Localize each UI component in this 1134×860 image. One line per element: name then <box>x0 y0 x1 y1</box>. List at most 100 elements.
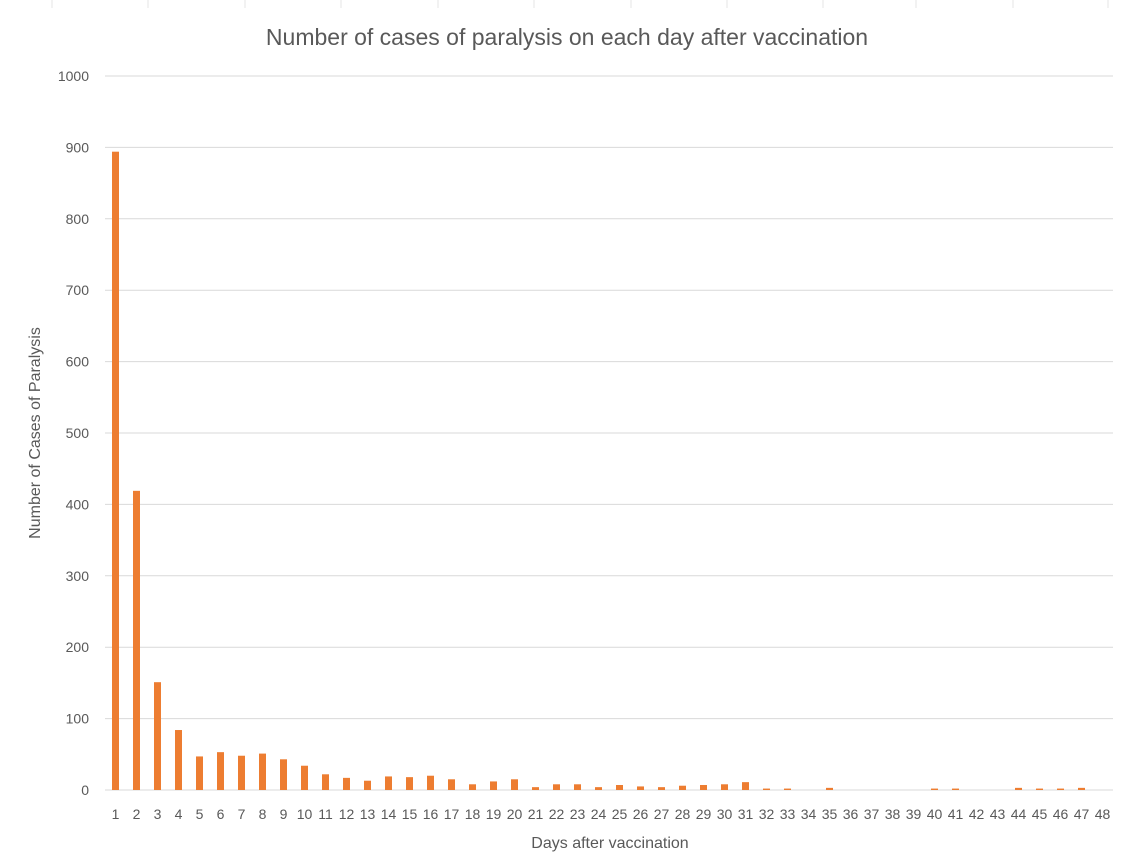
bar <box>763 788 770 790</box>
x-tick-label: 29 <box>696 806 712 822</box>
x-tick-label: 38 <box>885 806 901 822</box>
bar <box>322 774 329 790</box>
x-axis-label: Days after vaccination <box>531 835 688 852</box>
y-tick-label: 500 <box>66 425 90 441</box>
bar <box>448 779 455 790</box>
bar <box>490 781 497 790</box>
x-tick-label: 3 <box>154 806 162 822</box>
bar <box>469 784 476 790</box>
x-tick-label: 30 <box>717 806 733 822</box>
x-tick-label: 5 <box>196 806 204 822</box>
x-tick-label: 41 <box>948 806 964 822</box>
bar <box>1057 788 1064 790</box>
bar <box>1036 788 1043 790</box>
x-tick-label: 10 <box>297 806 313 822</box>
bar <box>196 756 203 790</box>
bar <box>931 788 938 790</box>
x-tick-label: 39 <box>906 806 922 822</box>
bar <box>826 787 833 790</box>
y-tick-label: 300 <box>66 568 90 584</box>
x-tick-label: 8 <box>259 806 267 822</box>
bar <box>574 784 581 790</box>
x-tick-label: 42 <box>969 806 985 822</box>
bar <box>175 730 182 790</box>
bar <box>658 787 665 790</box>
x-tick-label: 33 <box>780 806 796 822</box>
y-tick-label: 0 <box>81 782 89 798</box>
y-tick-label: 400 <box>66 496 90 512</box>
x-tick-label: 21 <box>528 806 544 822</box>
y-axis-label: Number of Cases of Paralysis <box>27 327 44 539</box>
bar <box>301 765 308 790</box>
bars <box>112 151 1085 790</box>
x-tick-labels: 1 2 3 4 5 6 7 8 9 10 11 12 13 14 15 16 17 18 19 20 21 22 23 24 2… <box>112 806 1111 822</box>
bar <box>133 490 140 790</box>
bar <box>679 785 686 790</box>
bar <box>952 788 959 790</box>
x-tick-label: 9 <box>280 806 288 822</box>
x-tick-label: 15 <box>402 806 418 822</box>
x-tick-label: 11 <box>318 806 333 822</box>
x-tick-label: 22 <box>549 806 565 822</box>
y-tick-label: 800 <box>66 211 90 227</box>
bar <box>406 777 413 790</box>
bar <box>532 787 539 790</box>
x-tick-label: 25 <box>612 806 628 822</box>
bar <box>721 784 728 790</box>
bar <box>217 752 224 790</box>
bar <box>427 775 434 790</box>
bar <box>700 785 707 790</box>
y-tick-label: 600 <box>66 354 90 370</box>
bar <box>280 759 287 790</box>
x-tick-label: 36 <box>843 806 859 822</box>
bar <box>154 682 161 790</box>
bar <box>343 777 350 790</box>
y-tick-label: 100 <box>66 711 90 727</box>
x-tick-label: 31 <box>738 806 754 822</box>
chart-title: Number of cases of paralysis on each day… <box>266 24 868 50</box>
x-tick-label: 32 <box>759 806 775 822</box>
x-tick-label: 24 <box>591 806 607 822</box>
x-tick-label: 13 <box>360 806 376 822</box>
x-tick-label: 14 <box>381 806 397 822</box>
bar <box>742 782 749 790</box>
x-tick-label: 47 <box>1074 806 1090 822</box>
x-tick-label: 48 <box>1095 806 1111 822</box>
bar <box>595 787 602 790</box>
x-tick-label: 18 <box>465 806 481 822</box>
y-tick-label: 900 <box>66 139 90 155</box>
y-tick-label: 700 <box>66 282 90 298</box>
x-tick-label: 45 <box>1032 806 1048 822</box>
y-tick-label: 200 <box>66 639 90 655</box>
x-tick-label: 2 <box>133 806 141 822</box>
spreadsheet-gridlines <box>51 0 1109 8</box>
x-tick-label: 34 <box>801 806 817 822</box>
y-gridlines <box>105 75 1113 791</box>
y-tick-label: 1000 <box>58 68 89 84</box>
bar <box>112 151 119 790</box>
y-tick-labels: 0 100 200 300 400 500 600 700 800 900 1000 <box>58 68 89 798</box>
bar <box>784 788 791 790</box>
bar <box>553 784 560 790</box>
x-tick-label: 26 <box>633 806 649 822</box>
x-tick-label: 7 <box>238 806 246 822</box>
x-tick-label: 16 <box>423 806 439 822</box>
x-tick-label: 23 <box>570 806 586 822</box>
x-tick-label: 27 <box>654 806 670 822</box>
x-tick-label: 40 <box>927 806 943 822</box>
x-tick-label: 1 <box>112 806 120 822</box>
bar <box>511 779 518 790</box>
bar <box>1078 787 1085 790</box>
x-tick-label: 19 <box>486 806 502 822</box>
x-tick-label: 20 <box>507 806 523 822</box>
x-tick-label: 12 <box>339 806 355 822</box>
bar <box>259 753 266 790</box>
bar <box>637 786 644 790</box>
bar <box>364 780 371 790</box>
x-tick-label: 43 <box>990 806 1006 822</box>
bar <box>616 785 623 790</box>
x-tick-label: 17 <box>444 806 460 822</box>
bar <box>1015 787 1022 790</box>
x-tick-label: 37 <box>864 806 880 822</box>
